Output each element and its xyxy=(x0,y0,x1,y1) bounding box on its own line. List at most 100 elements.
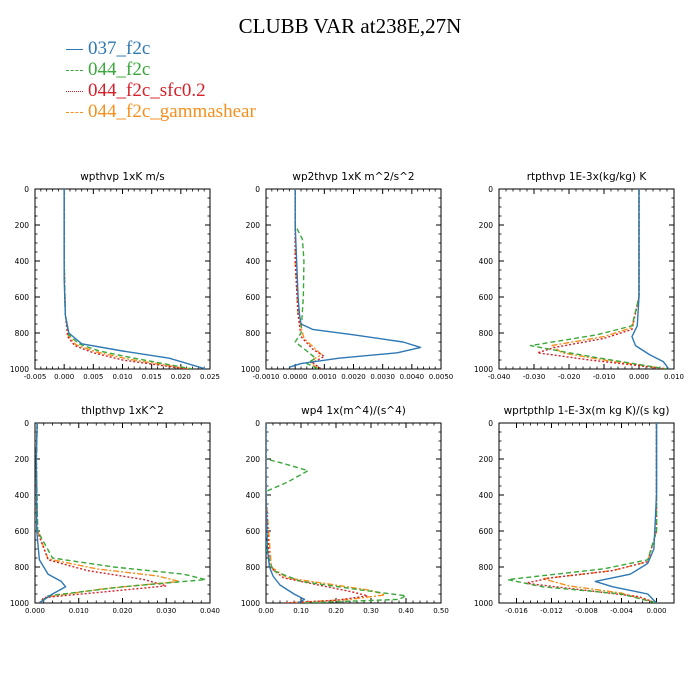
x-tick-label: 0.010 xyxy=(664,373,684,381)
legend-swatch xyxy=(66,112,83,113)
series-line-044-f2c-gammashear xyxy=(550,189,668,369)
y-tick-label: 600 xyxy=(246,293,261,302)
x-tick-label: 0.010 xyxy=(112,373,132,381)
legend-item: 044_f2c_sfc0.2 xyxy=(66,80,256,101)
y-tick-label: 0 xyxy=(488,419,493,428)
series-line-044-f2c-sfc0-2 xyxy=(536,189,668,369)
legend-swatch xyxy=(66,49,83,50)
y-tick-label: 800 xyxy=(246,563,261,572)
x-tick-label: 0.10 xyxy=(293,607,309,615)
y-tick-label: 800 xyxy=(15,329,30,338)
y-tick-label: 1000 xyxy=(474,599,493,608)
series-line-044-f2c xyxy=(266,423,407,603)
x-tick-label: 0.020 xyxy=(171,373,191,381)
y-tick-label: 200 xyxy=(479,455,494,464)
chart-title: CLUBB VAR at238E,27N xyxy=(238,14,462,38)
series-line-037-f2c xyxy=(594,423,658,603)
plot-frame xyxy=(265,188,442,370)
y-tick-label: 600 xyxy=(479,527,494,536)
y-tick-label: 0 xyxy=(24,419,29,428)
series-line-044-f2c-gammashear xyxy=(63,189,190,369)
y-tick-label: 1000 xyxy=(10,599,29,608)
x-tick-label: 0.000 xyxy=(25,607,45,615)
x-tick-label: 0.000 xyxy=(629,373,649,381)
chart-panel: wpthvp 1xK m/s 0 200 400 600 800 1000-0.005 0.0… xyxy=(10,171,220,381)
legend-label: 044_f2c_gammashear xyxy=(88,101,256,122)
series-line-044-f2c-gammashear xyxy=(294,189,323,369)
legend-item: 044_f2c xyxy=(66,59,256,80)
x-tick-label: 0.0000 xyxy=(283,373,308,381)
x-tick-label: -0.020 xyxy=(558,373,581,381)
panel-title: thlpthvp 1xK^2 xyxy=(81,405,164,417)
x-tick-label: -0.005 xyxy=(24,373,47,381)
y-tick-label: 0 xyxy=(488,185,493,194)
series-line-044-f2c-sfc0-2 xyxy=(35,423,167,603)
x-tick-label: 0.010 xyxy=(69,607,89,615)
x-tick-label: 0.0010 xyxy=(312,373,337,381)
y-tick-label: 600 xyxy=(479,293,494,302)
legend-item: 037_f2c xyxy=(66,38,256,59)
series-line-044-f2c xyxy=(63,189,193,369)
y-tick-label: 1000 xyxy=(241,365,260,374)
x-tick-label: 0.005 xyxy=(83,373,103,381)
legend-swatch xyxy=(66,70,83,71)
x-tick-label: 0.00 xyxy=(258,607,274,615)
y-tick-label: 800 xyxy=(246,329,261,338)
y-tick-label: 800 xyxy=(479,563,494,572)
y-tick-label: 400 xyxy=(15,491,30,500)
y-tick-label: 200 xyxy=(246,221,261,230)
y-tick-label: 200 xyxy=(246,455,261,464)
x-tick-label: 0.040 xyxy=(200,607,220,615)
series-line-037-f2c xyxy=(35,423,67,603)
series-line-037-f2c xyxy=(266,423,306,603)
x-tick-label: 0.000 xyxy=(54,373,74,381)
y-tick-label: 600 xyxy=(15,293,30,302)
y-tick-label: 0 xyxy=(255,185,260,194)
legend: 037_f2c 044_f2c 044_f2c_sfc0.2 044_f2c_g… xyxy=(66,38,256,122)
x-tick-label: 0.020 xyxy=(112,607,132,615)
series-line-044-f2c-gammashear xyxy=(266,423,386,603)
series-line-037-f2c xyxy=(63,189,207,369)
x-tick-label: -0.004 xyxy=(610,607,633,615)
series-line-044-f2c-sfc0-2 xyxy=(294,189,326,369)
y-tick-label: 400 xyxy=(246,257,261,266)
y-tick-label: 200 xyxy=(479,221,494,230)
chart-panel: wprtpthlp 1-E-3x(m kg K)/(s kg) 0 200 400 60… xyxy=(474,405,675,615)
series-line-044-f2c xyxy=(529,189,668,369)
plot-frame xyxy=(34,188,211,370)
y-tick-label: 600 xyxy=(246,527,261,536)
y-tick-label: 600 xyxy=(15,527,30,536)
plot-frame xyxy=(498,422,675,604)
series-line-044-f2c xyxy=(507,423,658,603)
series-line-044-f2c-sfc0-2 xyxy=(266,423,369,603)
series-line-044-f2c-sfc0-2 xyxy=(63,189,187,369)
y-tick-label: 0 xyxy=(255,419,260,428)
x-tick-label: -0.012 xyxy=(540,607,563,615)
x-tick-label: 0.0050 xyxy=(429,373,454,381)
chart-panel: wp2thvp 1xK m^2/s^2 0 200 400 600 800 1000-0.0… xyxy=(241,171,453,381)
chart-panel: rtpthvp 1E-3x(kg/kg) K02004006008001000-… xyxy=(474,171,684,381)
panel-title: wpthvp 1xK m/s xyxy=(80,171,165,183)
x-tick-label: -0.016 xyxy=(505,607,528,615)
legend-label: 044_f2c_sfc0.2 xyxy=(88,80,206,101)
x-tick-label: 0.000 xyxy=(646,607,666,615)
x-tick-label: 0.0040 xyxy=(400,373,425,381)
legend-item: 044_f2c_gammashear xyxy=(66,101,256,122)
x-tick-label: 0.015 xyxy=(142,373,162,381)
series-line-044-f2c xyxy=(294,189,319,369)
plot-frame xyxy=(265,422,442,604)
panel-title: wp4 1x(m^4)/(s^4) xyxy=(301,405,406,417)
x-tick-label: 0.20 xyxy=(328,607,344,615)
x-tick-label: 0.030 xyxy=(156,607,176,615)
plot-frame xyxy=(34,422,211,604)
series-line-037-f2c xyxy=(289,189,422,368)
y-tick-label: 400 xyxy=(15,257,30,266)
legend-label: 044_f2c xyxy=(88,59,151,80)
x-tick-label: 0.40 xyxy=(398,607,414,615)
panel-title: wprtpthlp 1-E-3x(m kg K)/(s kg) xyxy=(504,405,670,417)
y-tick-label: 200 xyxy=(15,221,30,230)
series-line-044-f2c-gammashear xyxy=(35,423,181,603)
x-tick-label: 0.0030 xyxy=(370,373,395,381)
x-tick-label: 0.30 xyxy=(363,607,379,615)
